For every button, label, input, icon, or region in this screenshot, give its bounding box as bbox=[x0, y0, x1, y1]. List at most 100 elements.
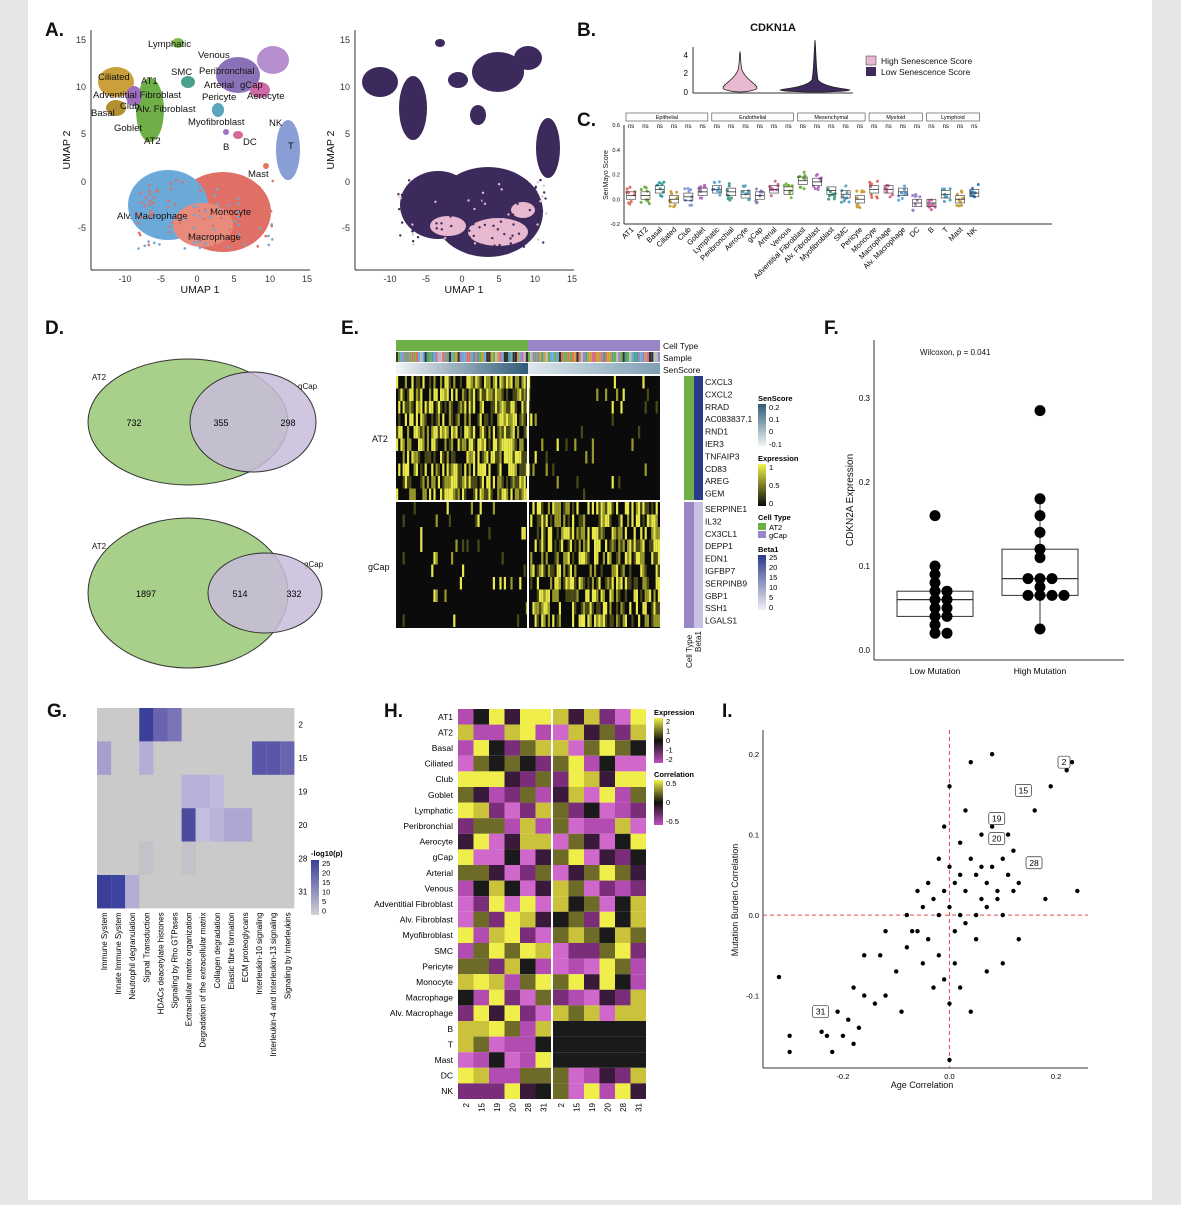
heat-cell bbox=[501, 376, 504, 389]
umap-dot bbox=[411, 239, 415, 243]
c-point bbox=[639, 187, 643, 191]
heat-cell bbox=[572, 552, 575, 565]
h-heat-cell bbox=[489, 1067, 505, 1084]
f-point bbox=[1034, 510, 1046, 522]
c-point bbox=[718, 193, 722, 197]
heat-cell bbox=[514, 476, 517, 489]
heat-cell bbox=[433, 451, 436, 464]
venn2-right-count: 332 bbox=[286, 589, 301, 599]
heat-cell bbox=[633, 527, 636, 540]
heat-cell bbox=[503, 488, 506, 501]
venn1-left-count: 732 bbox=[126, 418, 141, 428]
umap-dot bbox=[450, 207, 453, 210]
heat-cell bbox=[609, 514, 612, 527]
heat-cell bbox=[464, 463, 467, 476]
c-point bbox=[971, 190, 975, 194]
umap-dot bbox=[237, 223, 241, 227]
sample-cell bbox=[598, 352, 601, 362]
heat-cell bbox=[503, 401, 506, 414]
h-heat-cell bbox=[599, 989, 615, 1006]
heat-cell bbox=[552, 614, 555, 627]
heat-cell bbox=[616, 564, 619, 577]
heat-cell bbox=[497, 413, 500, 426]
heat-cell bbox=[618, 614, 621, 627]
h-heat-cell bbox=[458, 943, 474, 959]
heat-cell bbox=[565, 552, 568, 565]
h-heat-cell bbox=[458, 833, 474, 850]
heat-cell bbox=[598, 602, 601, 615]
heat-cell bbox=[420, 539, 423, 552]
umap-dot bbox=[415, 187, 418, 190]
heat-cell bbox=[464, 488, 467, 501]
umap-dot bbox=[238, 183, 242, 186]
heat-cell bbox=[477, 539, 480, 552]
heat-cell bbox=[508, 451, 511, 464]
umap-dot bbox=[503, 232, 506, 236]
h-heat-cell bbox=[615, 974, 631, 990]
heat-cell bbox=[640, 539, 643, 552]
umap-cluster-label: T bbox=[288, 141, 294, 152]
heat-cell bbox=[583, 527, 586, 540]
panel-letter-e: E. bbox=[341, 318, 359, 339]
umap-dot bbox=[215, 187, 219, 191]
heat-cell bbox=[433, 438, 436, 451]
heat-cell bbox=[415, 463, 418, 476]
heat-cell bbox=[431, 438, 434, 451]
i-point bbox=[963, 808, 968, 813]
i-point bbox=[904, 912, 910, 918]
heat-cell bbox=[655, 539, 658, 552]
heat-cell bbox=[486, 488, 489, 501]
f-point bbox=[929, 568, 941, 580]
sample-cell bbox=[567, 352, 570, 362]
c-point bbox=[726, 196, 730, 200]
sample-cell bbox=[409, 352, 412, 362]
umap-dot bbox=[467, 216, 470, 219]
c-point bbox=[855, 196, 859, 200]
heat-cell bbox=[607, 502, 610, 515]
heat-cell bbox=[545, 514, 548, 527]
h-row-label: B bbox=[447, 1024, 453, 1034]
heat-cell bbox=[490, 388, 493, 401]
heat-cell bbox=[400, 426, 403, 439]
h-heat-cell bbox=[473, 802, 489, 819]
umap-dot bbox=[259, 215, 262, 219]
umap-xtick: -10 bbox=[383, 274, 396, 284]
c-point bbox=[888, 195, 892, 199]
sample-cell bbox=[446, 352, 449, 362]
h-heat-cell bbox=[584, 865, 600, 881]
h-heat-cell bbox=[599, 1083, 615, 1099]
heat-cell bbox=[580, 577, 583, 590]
heat-cell bbox=[611, 564, 614, 577]
sample-cell bbox=[547, 352, 550, 362]
h-heat-cell bbox=[520, 1052, 536, 1068]
sample-cell bbox=[442, 352, 445, 362]
i-point-label-box bbox=[1015, 784, 1032, 797]
heat-cell bbox=[638, 614, 641, 627]
umap-xtick: -5 bbox=[157, 274, 165, 284]
heat-cell bbox=[572, 602, 575, 615]
h-heat-cell bbox=[520, 911, 536, 928]
umap-dot bbox=[242, 242, 246, 246]
umap-dot bbox=[467, 199, 470, 202]
i-point bbox=[952, 961, 958, 966]
umap-dot bbox=[450, 224, 453, 228]
h-heat-cell bbox=[458, 1067, 474, 1084]
i-point bbox=[1011, 848, 1016, 853]
heat-cell bbox=[622, 564, 625, 577]
heat-cell bbox=[418, 438, 421, 451]
heat-cell bbox=[642, 552, 645, 565]
umap-dot bbox=[465, 243, 469, 247]
umap-cluster-label: Venous bbox=[198, 50, 230, 61]
heat-cell bbox=[622, 539, 625, 552]
h-heat-cell bbox=[504, 974, 520, 990]
c-point bbox=[660, 182, 664, 186]
i-point bbox=[1005, 872, 1011, 878]
gene-label: GBP1 bbox=[705, 591, 728, 601]
i-point-label-box bbox=[988, 812, 1006, 825]
heat-cell bbox=[521, 388, 524, 401]
c-point bbox=[897, 198, 901, 202]
h-heat-cell bbox=[504, 943, 520, 959]
sample-cell bbox=[517, 352, 520, 362]
heat-cell bbox=[501, 552, 504, 565]
heat-cell bbox=[624, 527, 627, 540]
